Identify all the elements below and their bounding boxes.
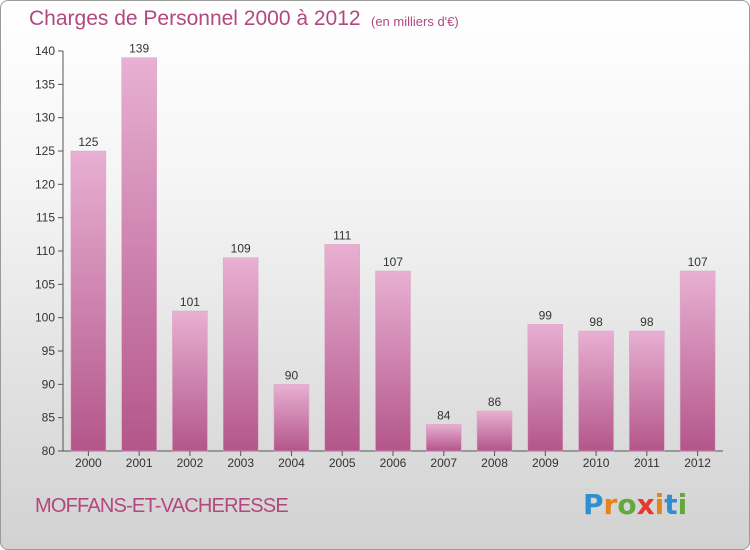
- commune-name: MOFFANS-ET-VACHERESSE: [35, 495, 289, 517]
- y-tick-label: 130: [35, 111, 55, 125]
- x-tick-label: 2012: [684, 456, 711, 470]
- bar: [273, 384, 310, 452]
- bar: [70, 150, 107, 452]
- chart-title: Charges de Personnel 2000 à 2012: [29, 7, 361, 30]
- proxiti-logo[interactable]: Proxiti: [583, 488, 687, 521]
- logo-letter: i: [677, 488, 688, 521]
- y-tick-label: 105: [35, 277, 55, 291]
- y-tick-label: 125: [35, 144, 55, 158]
- logo-letter: P: [583, 488, 604, 521]
- y-tick-label: 135: [35, 77, 55, 91]
- x-tick-label: 2008: [481, 456, 508, 470]
- data-label: 86: [488, 395, 502, 409]
- x-tick-label: 2010: [583, 456, 610, 470]
- x-tick-label: 2005: [329, 456, 356, 470]
- y-tick-label: 95: [42, 344, 56, 358]
- x-tick-label: 2001: [126, 456, 153, 470]
- x-tick-label: 2009: [532, 456, 559, 470]
- bar: [426, 424, 462, 452]
- x-tick-label: 2006: [380, 456, 407, 470]
- data-label: 99: [539, 308, 553, 322]
- x-tick-label: 2011: [634, 456, 660, 470]
- y-tick-label: 120: [35, 177, 55, 191]
- logo-letter: o: [617, 488, 637, 521]
- chart-subtitle: (en milliers d'€): [371, 14, 459, 29]
- y-tick-label: 85: [42, 411, 56, 425]
- y-tick-label: 80: [42, 444, 56, 458]
- data-label: 101: [180, 295, 200, 309]
- logo-letter: x: [636, 488, 655, 521]
- data-label: 98: [640, 315, 654, 329]
- y-tick-label: 140: [35, 44, 55, 58]
- data-label: 109: [231, 242, 251, 256]
- logo-letter: t: [664, 488, 678, 521]
- y-tick-label: 110: [36, 244, 55, 258]
- bar: [527, 324, 564, 452]
- y-tick-label: 115: [36, 211, 55, 225]
- bar: [375, 270, 411, 452]
- data-label: 111: [333, 228, 352, 242]
- data-label: 84: [437, 408, 451, 422]
- y-tick-label: 90: [42, 377, 56, 391]
- bar: [629, 330, 665, 452]
- bar: [476, 410, 513, 452]
- x-tick-label: 2002: [177, 456, 204, 470]
- x-tick-label: 2007: [430, 456, 457, 470]
- data-label: 98: [589, 315, 603, 329]
- x-tick-label: 2003: [227, 456, 254, 470]
- data-label: 90: [285, 368, 299, 382]
- bar: [578, 330, 614, 452]
- data-label: 107: [383, 255, 403, 269]
- data-label: 107: [688, 255, 708, 269]
- bar: [121, 57, 157, 452]
- x-tick-label: 2004: [278, 456, 305, 470]
- bar: [679, 270, 716, 452]
- y-tick-label: 100: [35, 311, 55, 325]
- logo-letter: i: [654, 488, 665, 521]
- data-label: 139: [129, 42, 149, 56]
- bar: [324, 244, 360, 452]
- x-tick-label: 2000: [75, 456, 102, 470]
- data-label: 125: [78, 135, 98, 149]
- logo-letter: r: [603, 488, 618, 521]
- bar: [172, 310, 208, 452]
- bar: [222, 257, 259, 452]
